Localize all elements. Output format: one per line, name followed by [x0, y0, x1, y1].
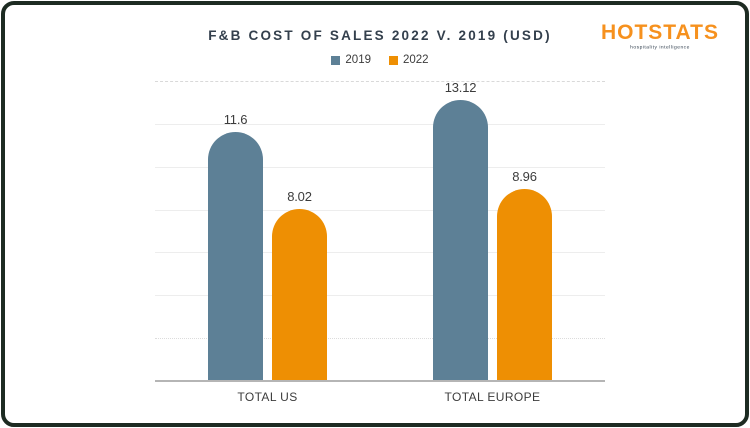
hotstats-logo-tagline: hospitality intelligence — [630, 45, 690, 51]
x-axis-line — [155, 380, 605, 382]
chart-title: F&B COST OF SALES 2022 V. 2019 (USD) — [208, 28, 552, 43]
bar-value-label: 11.6 — [223, 112, 248, 128]
chart-legend: 2019 2022 — [5, 54, 745, 66]
gridline-10 — [155, 166, 605, 168]
hotstats-logo: HOTSTATS hospitality intelligence — [601, 21, 719, 51]
legend-label-2022: 2022 — [403, 54, 429, 66]
bar-value-label: 13.12 — [444, 79, 477, 95]
plot-area: 11.6 8.02 13.12 8.96 — [155, 80, 605, 382]
bar-value-label: 8.96 — [512, 169, 537, 184]
gridline-12 — [155, 123, 605, 125]
bar-value-label: 8.02 — [287, 189, 312, 205]
legend-item-2019[interactable]: 2019 — [331, 54, 371, 66]
bar-2019-total-europe[interactable]: 13.12 — [433, 80, 488, 381]
gridline-14 — [155, 81, 605, 82]
gridline-4 — [155, 295, 605, 297]
legend-item-2022[interactable]: 2022 — [389, 54, 429, 66]
gridline-8 — [155, 209, 605, 211]
legend-label-2019: 2019 — [345, 54, 371, 66]
gridline-2 — [155, 338, 605, 340]
bar-2019-total-us[interactable]: 11.6 — [208, 112, 263, 381]
legend-marker-2019-icon — [331, 55, 341, 65]
category-label-total-us: TOTAL US — [237, 390, 298, 404]
category-axis: TOTAL US TOTAL EUROPE — [155, 390, 605, 408]
hotstats-logo-text: HOTSTATS — [600, 21, 719, 44]
gridline-6 — [155, 252, 605, 254]
category-label-total-europe: TOTAL EUROPE — [444, 390, 541, 404]
legend-marker-2022-icon — [389, 55, 398, 65]
bar-2022-total-us[interactable]: 8.02 — [272, 189, 327, 381]
bar-2022-total-europe[interactable]: 8.96 — [497, 169, 552, 381]
